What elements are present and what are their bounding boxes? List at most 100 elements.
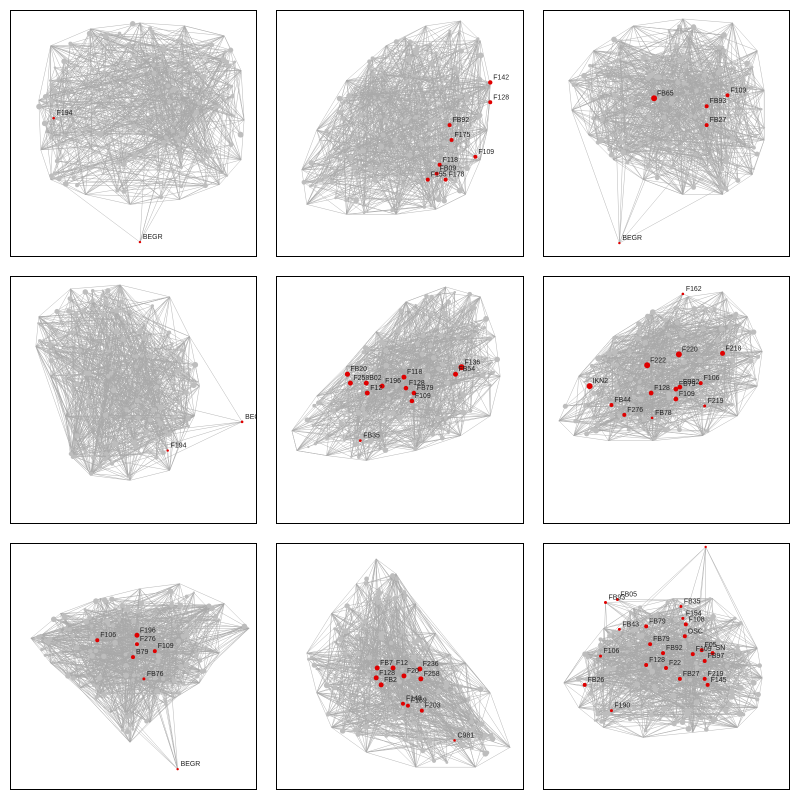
edge <box>92 167 224 174</box>
edge <box>690 84 707 116</box>
node <box>674 44 679 49</box>
node <box>426 185 429 189</box>
node <box>381 98 385 102</box>
edge <box>70 43 89 55</box>
node <box>144 429 149 435</box>
node <box>615 58 620 62</box>
node <box>685 90 689 95</box>
node <box>100 293 105 298</box>
edge <box>79 350 184 427</box>
edge <box>70 455 91 476</box>
node <box>53 66 57 69</box>
edge <box>50 301 122 377</box>
node <box>177 152 183 159</box>
node <box>751 65 754 69</box>
edge <box>70 300 93 456</box>
node <box>202 110 206 114</box>
node <box>703 150 707 154</box>
node <box>90 289 95 293</box>
edge <box>415 435 461 451</box>
edge <box>404 37 407 83</box>
node <box>412 95 416 99</box>
edge <box>460 20 485 129</box>
edge <box>144 69 193 152</box>
edge <box>89 33 118 191</box>
edge <box>316 58 373 131</box>
edge <box>732 22 753 68</box>
node <box>411 129 416 135</box>
edge <box>640 90 765 145</box>
edge <box>38 57 163 101</box>
edge <box>50 360 66 379</box>
node <box>629 95 632 98</box>
network-panel-2: F142 F128 FB92 F175 F118 FB09 F155 F178 F109 <box>276 10 524 257</box>
edge <box>179 65 230 200</box>
edge <box>633 25 705 76</box>
node <box>192 113 197 118</box>
edge <box>361 114 452 149</box>
edge <box>49 290 121 327</box>
edge <box>106 332 170 454</box>
edge <box>602 82 678 119</box>
edge <box>76 435 100 439</box>
node <box>366 210 369 213</box>
node <box>433 117 438 123</box>
node <box>108 371 114 376</box>
node <box>129 21 136 27</box>
node <box>638 142 643 147</box>
edge <box>194 364 200 387</box>
node <box>223 59 230 65</box>
node <box>200 73 207 80</box>
node <box>441 140 448 146</box>
edge <box>138 42 180 200</box>
edge <box>418 85 491 107</box>
node <box>434 191 437 194</box>
node <box>57 77 61 81</box>
node <box>655 175 660 181</box>
edge <box>385 45 431 123</box>
edge <box>647 84 688 140</box>
node <box>721 32 727 38</box>
edge <box>435 52 452 149</box>
node <box>84 450 88 454</box>
edge <box>704 75 761 135</box>
edge <box>240 70 245 121</box>
edge <box>179 415 195 446</box>
edge <box>613 73 707 160</box>
node <box>413 115 418 120</box>
edge <box>595 34 725 73</box>
node <box>645 75 651 81</box>
node <box>131 439 138 445</box>
edge <box>99 376 109 466</box>
edge <box>91 167 206 186</box>
edge <box>45 28 91 133</box>
edge <box>56 43 71 162</box>
edge <box>50 162 118 180</box>
edge <box>704 47 720 153</box>
edge <box>301 158 351 170</box>
edge <box>129 44 230 86</box>
edge <box>126 381 159 409</box>
edge <box>705 87 752 140</box>
node <box>110 461 115 466</box>
node <box>189 95 192 98</box>
edge <box>40 149 51 180</box>
node <box>62 68 66 72</box>
node <box>97 130 104 137</box>
edge <box>346 80 407 83</box>
node <box>121 189 127 194</box>
node <box>619 43 622 46</box>
node <box>171 415 175 420</box>
edge <box>346 68 456 81</box>
edge <box>593 50 721 70</box>
edge <box>38 316 89 374</box>
edge <box>382 79 481 188</box>
edge <box>438 40 481 200</box>
edge <box>199 103 242 160</box>
node <box>142 68 147 73</box>
node <box>228 47 234 53</box>
edge <box>49 344 180 446</box>
edge <box>568 80 573 111</box>
edge <box>734 67 755 148</box>
